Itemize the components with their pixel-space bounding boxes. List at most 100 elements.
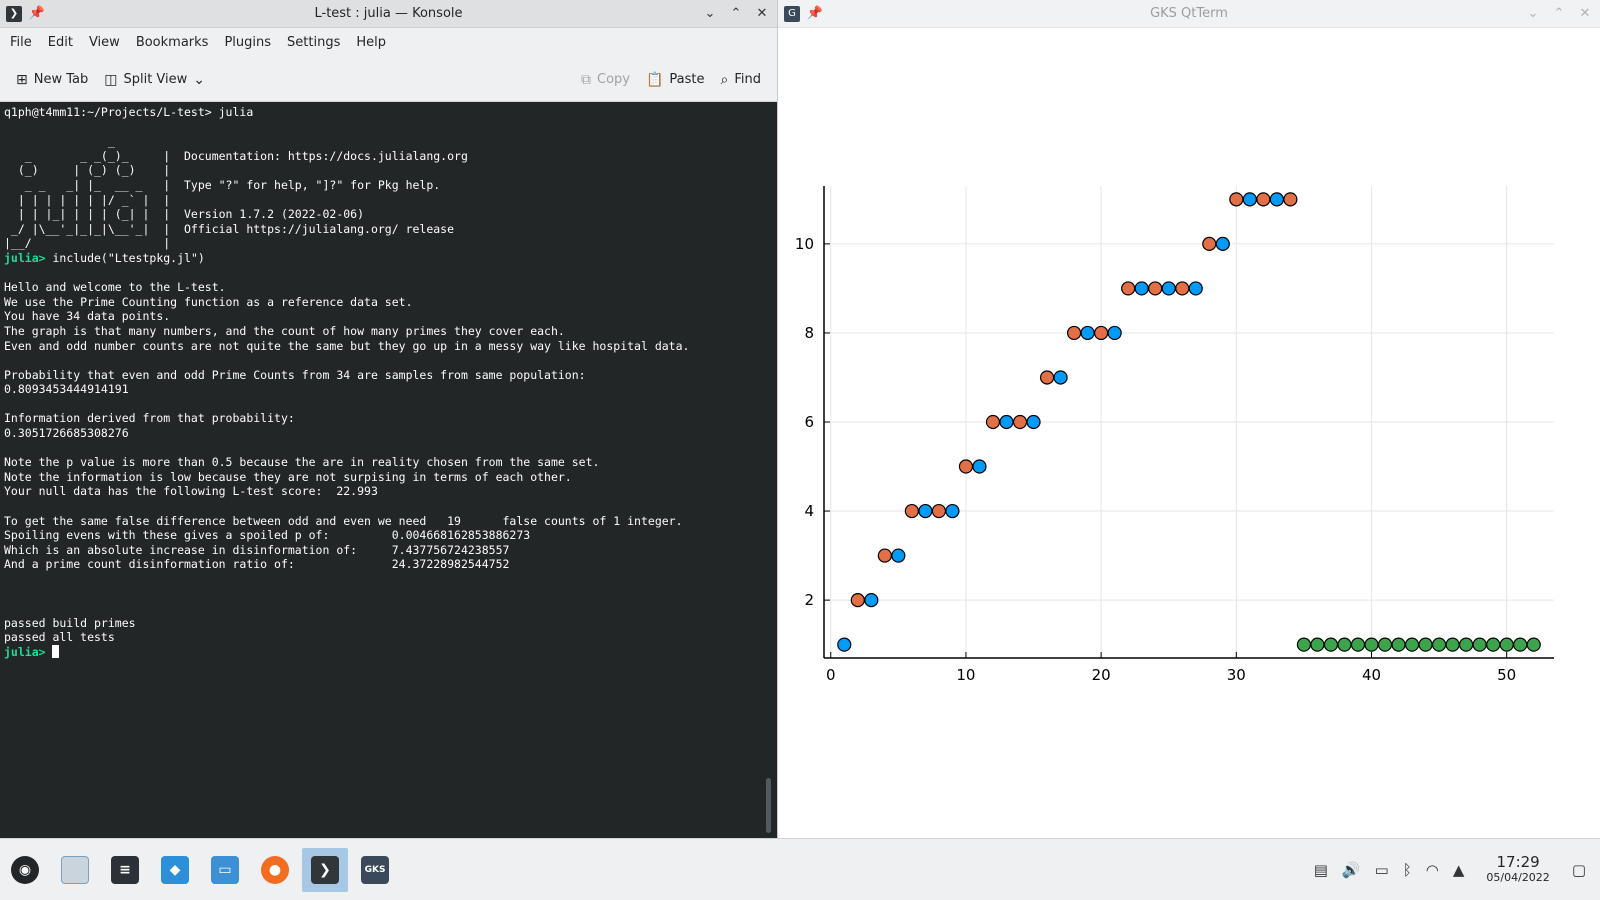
clock-date: 05/04/2022: [1486, 871, 1550, 884]
menu-plugins[interactable]: Plugins: [224, 35, 272, 50]
julia-banner: _ _ _ _(_)_ | Documentation: https://doc…: [4, 134, 468, 251]
close-icon[interactable]: ✕: [756, 6, 768, 21]
data-point: [1391, 637, 1406, 652]
y-tick-label: 10: [795, 235, 814, 253]
gks-app-icon[interactable]: G: [784, 5, 800, 22]
system-tray: ▤ 🔊 ▭ ᛒ ◠ ▲ 17:29 05/04/2022 ▢: [1314, 854, 1600, 885]
scatter-plot: 0 10 20 30 40 50 2 4 6 8 10: [795, 186, 1554, 684]
program-output: Hello and welcome to the L-test. We use …: [4, 280, 690, 645]
command-line: julia> include("Ltestpkg.jl"): [4, 251, 773, 266]
gks-window-title: GKS QtTerm: [1150, 5, 1228, 21]
y-tick-label: 6: [804, 413, 814, 431]
data-point: [1472, 637, 1487, 652]
minimize-icon[interactable]: ⌄: [1527, 6, 1539, 21]
maximize-icon[interactable]: ⌃: [1553, 6, 1565, 21]
data-point: [1499, 637, 1514, 652]
scrollbar-thumb[interactable]: [766, 778, 771, 833]
menu-file[interactable]: File: [10, 35, 32, 50]
show-desktop-icon[interactable]: ▢: [1571, 860, 1586, 879]
julia-prompt-active: julia>: [4, 644, 46, 659]
data-point: [1026, 414, 1041, 430]
data-point: [1256, 192, 1271, 207]
data-point: [1121, 281, 1136, 296]
chevron-up-icon[interactable]: ▲: [1452, 860, 1465, 879]
data-point: [1039, 370, 1055, 385]
x-tick-label: 0: [826, 666, 836, 684]
data-point: [1337, 637, 1352, 652]
data-point: [904, 503, 919, 519]
find-button[interactable]: ⌕ Find: [713, 68, 769, 92]
data-point: [1107, 325, 1122, 341]
data-point: [1242, 192, 1257, 207]
search-icon: ⌕: [720, 71, 729, 88]
menu-view[interactable]: View: [88, 35, 120, 50]
x-tick-label: 20: [1092, 666, 1111, 684]
paste-button[interactable]: 📋 Paste: [638, 68, 713, 92]
data-point: [1431, 637, 1447, 652]
data-point: [1229, 192, 1244, 207]
text-cursor: [52, 644, 60, 658]
maximize-icon[interactable]: ⌃: [730, 6, 742, 21]
shell-prompt-line: q1ph@t4mm11:~/Projects/L-test> julia: [4, 105, 254, 119]
paste-icon: 📋: [645, 71, 664, 88]
menu-settings[interactable]: Settings: [287, 35, 341, 50]
konsole-titlebar[interactable]: ❯ 📌 L-test : julia — Konsole ⌄ ⌃ ✕: [0, 0, 777, 28]
data-point: [1202, 236, 1217, 251]
taskbar: ◉ ≡ ◆ ▭ ● ❯ GKS ▤ 🔊 ▭ ᛒ ◠ ▲ 17:29 05/04/…: [0, 838, 1600, 900]
menu-help[interactable]: Help: [356, 35, 386, 50]
new-tab-button[interactable]: ⊞ New Tab: [8, 68, 96, 92]
y-tick-label: 4: [804, 502, 814, 520]
pager-icon[interactable]: [52, 848, 98, 892]
application-launcher-icon[interactable]: ◉: [2, 848, 48, 892]
new-tab-icon: ⊞: [16, 71, 28, 88]
system-settings-icon[interactable]: ≡: [102, 848, 148, 892]
gks-task-icon[interactable]: GKS: [352, 848, 398, 892]
copy-button[interactable]: ⧉ Copy: [573, 68, 638, 92]
clipboard-icon[interactable]: ▤: [1313, 860, 1328, 879]
x-tick-label: 50: [1497, 666, 1516, 684]
data-point: [1404, 637, 1420, 652]
dolphin-icon[interactable]: ▭: [202, 848, 248, 892]
data-point: [1094, 325, 1109, 341]
menu-bookmarks[interactable]: Bookmarks: [135, 35, 209, 50]
gks-titlebar[interactable]: G 📌 GKS QtTerm ⌄ ⌃ ✕: [778, 0, 1600, 28]
active-prompt-line: julia>: [4, 644, 773, 660]
discover-icon[interactable]: ◆: [152, 848, 198, 892]
konsole-task-icon[interactable]: ❯: [302, 847, 348, 892]
data-point: [1296, 637, 1312, 652]
close-icon[interactable]: ✕: [1579, 6, 1591, 21]
menu-edit[interactable]: Edit: [47, 35, 73, 50]
data-point: [1012, 414, 1028, 430]
data-point: [1215, 236, 1230, 251]
data-point: [1148, 281, 1163, 296]
pin-icon[interactable]: 📌: [28, 6, 46, 21]
data-point: [1364, 637, 1379, 652]
split-view-button[interactable]: ◫ Split View ⌄: [96, 68, 213, 92]
data-point: [1134, 281, 1149, 296]
data-point: [1188, 281, 1203, 296]
volume-icon[interactable]: 🔊: [1341, 860, 1361, 879]
data-point: [1486, 637, 1501, 652]
digital-clock[interactable]: 17:29 05/04/2022: [1486, 854, 1549, 885]
wifi-icon[interactable]: ◠: [1425, 860, 1439, 879]
copy-label: Copy: [597, 72, 630, 87]
copy-icon: ⧉: [581, 71, 591, 88]
pin-icon[interactable]: 📌: [806, 6, 824, 21]
bluetooth-icon[interactable]: ᛒ: [1402, 860, 1412, 879]
chevron-down-icon: ⌄: [193, 71, 206, 88]
data-point: [864, 593, 879, 608]
data-point: [891, 548, 906, 563]
data-point: [918, 503, 933, 519]
data-point: [1175, 281, 1190, 296]
minimize-icon[interactable]: ⌄: [704, 6, 716, 21]
data-point: [999, 414, 1014, 430]
battery-icon[interactable]: ▭: [1374, 860, 1389, 879]
data-point: [1283, 192, 1298, 207]
firefox-icon[interactable]: ●: [252, 848, 298, 892]
terminal-area[interactable]: q1ph@t4mm11:~/Projects/L-test> julia _ _…: [0, 103, 777, 838]
data-point: [850, 593, 865, 608]
konsole-app-icon[interactable]: ❯: [6, 5, 22, 22]
data-point: [985, 414, 1001, 430]
data-point: [1350, 637, 1366, 652]
data-point: [931, 503, 947, 519]
